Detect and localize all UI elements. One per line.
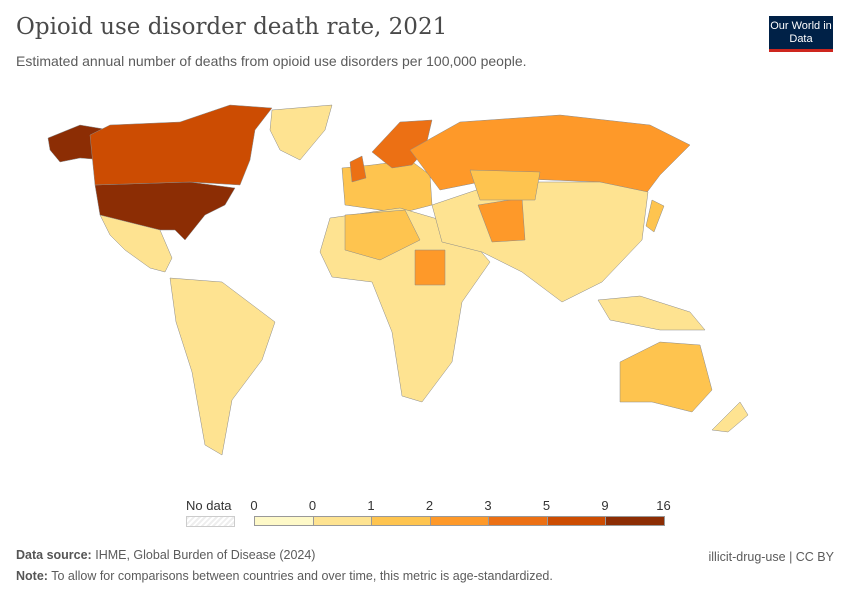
country-south-america[interactable] <box>169 277 276 456</box>
legend-tick-label: 16 <box>656 498 671 513</box>
legend-tick-label: 2 <box>425 498 434 513</box>
country-kazakhstan[interactable] <box>469 169 541 201</box>
slug-license[interactable]: illicit-drug-use | CC BY <box>708 550 834 564</box>
legend-tick-label: 1 <box>367 498 375 513</box>
legend-bin[interactable] <box>488 516 548 526</box>
data-source: Data source: IHME, Global Burden of Dise… <box>16 548 315 562</box>
note-text: To allow for comparisons between countri… <box>51 569 553 583</box>
country-japan[interactable] <box>645 199 665 233</box>
legend-bin[interactable] <box>429 516 489 526</box>
legend-tick-label: 3 <box>484 498 492 513</box>
no-data-label: No data <box>186 498 232 513</box>
note-label: Note: <box>16 569 48 583</box>
country-southeast-asia[interactable] <box>597 295 706 331</box>
legend-tick-label: 5 <box>542 498 551 513</box>
country-united-kingdom[interactable] <box>349 155 367 183</box>
note: Note: To allow for comparisons between c… <box>16 569 553 583</box>
legend-bin[interactable] <box>254 516 314 526</box>
legend-bin[interactable] <box>546 516 606 526</box>
source-label: Data source: <box>16 548 92 562</box>
legend-tick-label: 0 <box>308 498 317 513</box>
country-north-africa[interactable] <box>344 209 421 261</box>
country-greenland[interactable] <box>269 104 333 161</box>
legend-bin[interactable] <box>371 516 431 526</box>
legend-tick-label: 0 <box>250 498 258 513</box>
country-sudan[interactable] <box>414 249 446 286</box>
country-mexico-central-america[interactable] <box>99 214 173 273</box>
legend: No data 0 0 1 2 3 5 9 16 <box>0 495 850 535</box>
country-new-zealand[interactable] <box>711 401 749 433</box>
country-iran-afghanistan[interactable] <box>477 197 526 243</box>
chart-title: Opioid use disorder death rate, 2021 <box>16 14 448 40</box>
source-text[interactable]: IHME, Global Burden of Disease (2024) <box>95 548 316 562</box>
chart-subtitle: Estimated annual number of deaths from o… <box>16 53 527 69</box>
legend-tick-label: 9 <box>601 498 609 513</box>
legend-bin[interactable] <box>312 516 372 526</box>
no-data-swatch <box>186 516 235 527</box>
country-australia[interactable] <box>619 341 713 413</box>
world-map <box>47 104 749 456</box>
owid-logo[interactable]: Our World in Data <box>769 16 833 52</box>
legend-bin[interactable] <box>605 516 665 526</box>
country-canada[interactable] <box>89 104 273 186</box>
